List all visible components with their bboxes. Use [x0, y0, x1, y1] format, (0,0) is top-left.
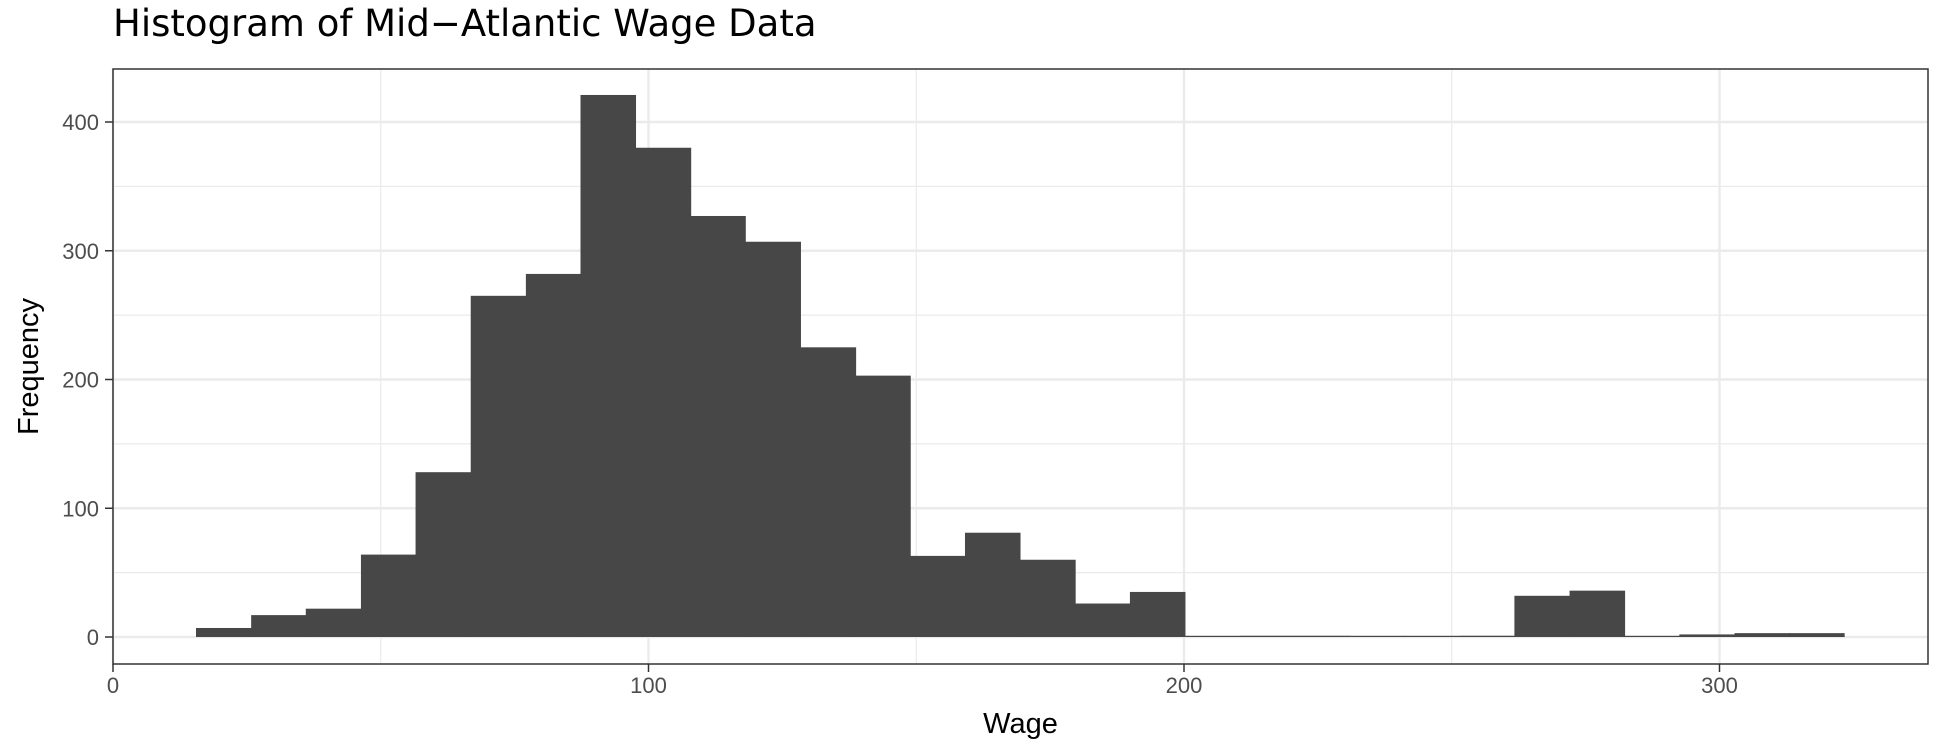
histogram-bar [1459, 635, 1516, 637]
histogram-bar [1569, 590, 1626, 637]
histogram-bar [1679, 634, 1735, 637]
y-tick-label: 300 [62, 239, 99, 264]
histogram-bar [1514, 595, 1570, 637]
y-axis-ticks: 0 100 200 300 400 [62, 110, 113, 650]
histogram-bar [855, 375, 911, 637]
histogram-bar [360, 554, 417, 637]
histogram-bar [964, 532, 1021, 637]
histogram-bar [800, 347, 857, 637]
x-axis-ticks: 0 100 200 300 [107, 664, 1738, 698]
histogram-bar [251, 615, 307, 637]
histogram-bar [1294, 635, 1351, 637]
histogram-bars [196, 94, 1845, 638]
y-tick-label: 400 [62, 110, 99, 135]
x-tick-label: 100 [630, 673, 667, 698]
histogram-bar [635, 147, 692, 637]
histogram-bar [1624, 635, 1681, 637]
histogram-bar [415, 472, 472, 637]
histogram-bar [1789, 633, 1845, 637]
histogram-bar [305, 608, 362, 637]
histogram-bar [1239, 635, 1296, 637]
x-tick-label: 0 [107, 673, 119, 698]
x-tick-label: 300 [1701, 673, 1738, 698]
x-axis-title: Wage [983, 708, 1058, 740]
histogram-bar [1734, 633, 1791, 637]
y-tick-label: 0 [87, 625, 99, 650]
histogram-bar [690, 215, 746, 638]
chart-title: Histogram of Mid−Atlantic Wage Data [113, 2, 817, 45]
histogram-bar [525, 273, 582, 637]
y-tick-label: 200 [62, 368, 99, 393]
histogram-bar [196, 627, 252, 637]
histogram-bar [1404, 635, 1461, 637]
y-tick-label: 100 [62, 496, 99, 521]
panel-border [112, 68, 1929, 665]
histogram-bar [1185, 635, 1241, 637]
x-tick-label: 200 [1166, 673, 1203, 698]
histogram-bar [910, 555, 966, 637]
y-axis-title: Frequency [13, 297, 45, 435]
histogram-bar [1075, 603, 1131, 637]
histogram-bar [470, 295, 527, 637]
histogram-bar [1129, 591, 1186, 637]
histogram-bar [580, 94, 637, 637]
histogram-bar [745, 241, 801, 638]
histogram-bar [1020, 559, 1076, 637]
histogram-bar [1350, 635, 1406, 637]
